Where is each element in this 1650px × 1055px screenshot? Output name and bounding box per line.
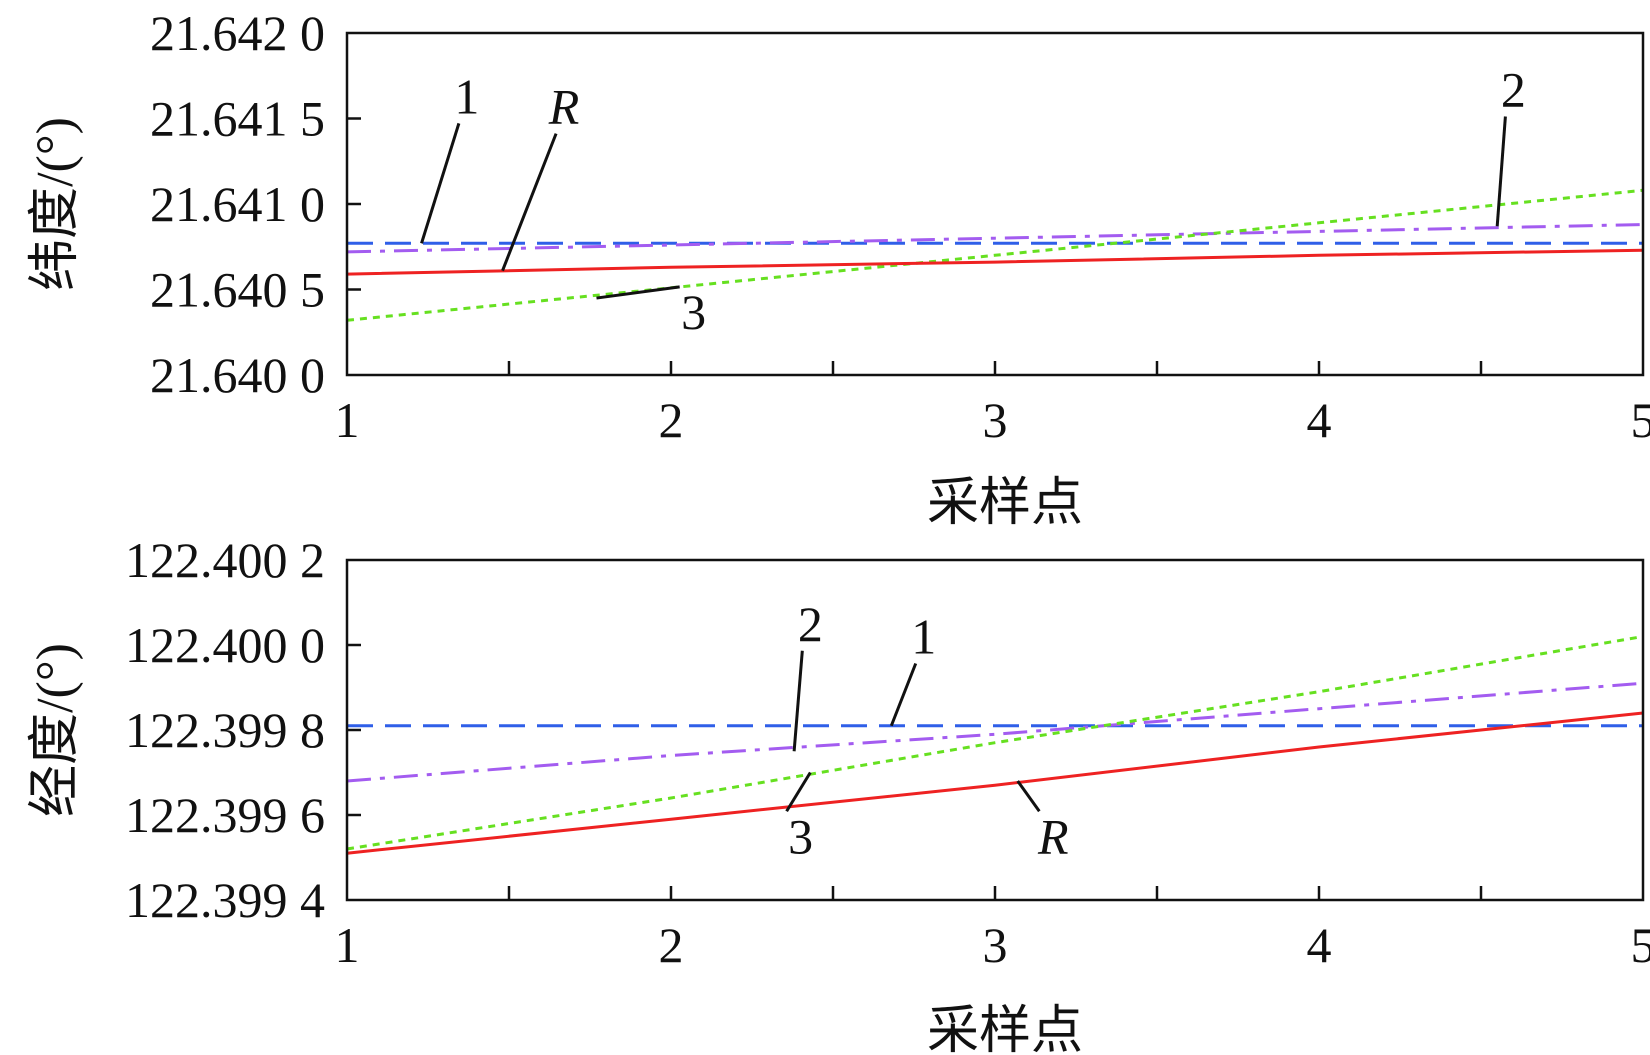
y-tick-label: 122.399 8: [125, 702, 325, 758]
plot-frame: [345, 558, 1645, 902]
annotation-label-3: 3: [788, 808, 813, 864]
x-tick-label: 4: [1307, 917, 1332, 973]
annotation-leader-line: [596, 285, 680, 300]
y-tick-label: 122.399 6: [125, 787, 325, 843]
x-axis-title: 采样点: [927, 475, 1083, 532]
series-line-3: [346, 188, 1644, 322]
y-tick-label: 122.400 2: [125, 532, 325, 588]
annotation-leader-line: [889, 662, 918, 727]
annotation-leader-line: [1495, 116, 1507, 227]
x-tick-label: 4: [1307, 392, 1332, 448]
x-tick-label: 2: [659, 917, 684, 973]
annotation-label-2: 2: [798, 596, 823, 652]
series-line-r: [346, 248, 1644, 276]
x-tick-label: 1: [335, 917, 360, 973]
annotation-leader-line: [501, 133, 558, 272]
longitude-panel: 1 2 3 4 5 122.399 4 122.399 6 122.399 8 122.400 …: [27, 532, 1650, 1055]
series-line-2: [346, 681, 1644, 783]
annotation-label-3: 3: [681, 284, 706, 340]
plot-frame: [345, 31, 1645, 377]
annotation-leader-line: [785, 771, 812, 813]
y-tick-label: 21.642 0: [150, 5, 325, 61]
x-tick-label: 1: [335, 392, 360, 448]
annotation-label-1: 1: [454, 68, 479, 124]
series-line-r: [346, 711, 1644, 855]
x-axis-title: 采样点: [927, 1003, 1083, 1055]
y-axis-title: 纬度/(°): [27, 117, 84, 291]
annotation-label-r: R: [1037, 808, 1069, 864]
annotation-leader-line: [1016, 780, 1041, 813]
latitude-panel: 1 2 3 4 5 21.640 0 21.640 5 21.641 0 21.641 5 21.…: [27, 5, 1650, 532]
series-line-3: [346, 635, 1644, 851]
y-tick-label: 21.641 5: [150, 91, 325, 147]
x-tick-label: 5: [1631, 392, 1650, 448]
annotation-label-r: R: [548, 79, 580, 135]
x-tick-label: 3: [983, 917, 1008, 973]
y-tick-label: 21.640 5: [150, 262, 325, 318]
annotation-label-1: 1: [911, 609, 936, 665]
series-line-2: [346, 223, 1644, 254]
y-tick-label: 21.641 0: [150, 176, 325, 232]
x-tick-label: 2: [659, 392, 684, 448]
y-tick-label: 122.399 4: [125, 872, 325, 928]
annotation-leader-line: [792, 650, 804, 752]
y-tick-label: 122.400 0: [125, 617, 325, 673]
x-tick-label: 5: [1631, 917, 1650, 973]
y-axis-title: 经度/(°): [27, 643, 84, 817]
y-tick-label: 21.640 0: [150, 347, 325, 403]
x-tick-label: 3: [983, 392, 1008, 448]
annotation-label-2: 2: [1501, 62, 1526, 118]
annotation-leader-line: [420, 122, 461, 244]
